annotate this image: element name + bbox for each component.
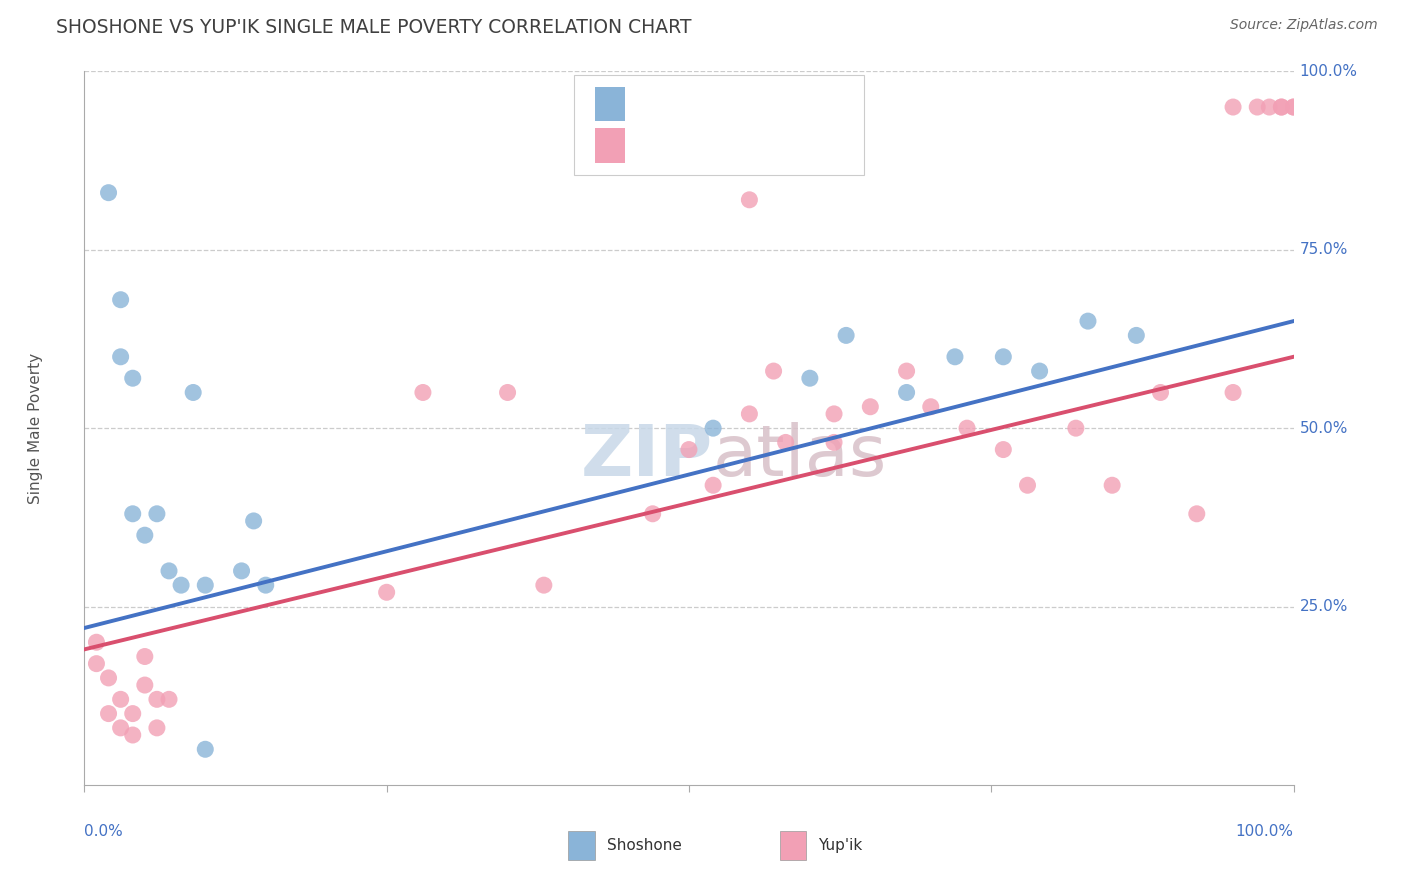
Point [1258, 100, 1281, 114]
Point [993, 350, 1015, 364]
Point [134, 528, 156, 542]
Point [943, 350, 966, 364]
Bar [568, 831, 595, 860]
Point [170, 578, 193, 592]
Point [678, 442, 700, 457]
Point [194, 578, 217, 592]
Point [1270, 100, 1292, 114]
Text: 100.0%: 100.0% [1236, 824, 1294, 839]
Point [97, 706, 120, 721]
Point [1282, 100, 1305, 114]
Point [1282, 100, 1305, 114]
Point [896, 385, 918, 400]
Text: Shoshone: Shoshone [607, 838, 682, 853]
Text: atlas: atlas [713, 422, 887, 491]
Point [1222, 385, 1244, 400]
Point [533, 578, 555, 592]
Text: N = 24: N = 24 [742, 95, 804, 113]
Bar [595, 128, 624, 162]
Point [1246, 100, 1268, 114]
Point [110, 721, 132, 735]
Point [1222, 100, 1244, 114]
Point [1077, 314, 1099, 328]
Point [146, 692, 169, 706]
Text: 75.0%: 75.0% [1299, 243, 1348, 257]
Text: 50.0%: 50.0% [1299, 421, 1348, 435]
Point [896, 364, 918, 378]
Text: R = 0.443: R = 0.443 [640, 95, 730, 113]
Point [181, 385, 204, 400]
Point [146, 721, 169, 735]
Bar [595, 87, 624, 121]
Point [86, 657, 108, 671]
Point [1125, 328, 1147, 343]
Point [231, 564, 253, 578]
Point [738, 407, 761, 421]
Text: 25.0%: 25.0% [1299, 599, 1348, 614]
Point [157, 692, 180, 706]
Point [1270, 100, 1292, 114]
Point [775, 435, 797, 450]
Point [121, 371, 143, 385]
Point [859, 400, 882, 414]
Point [97, 671, 120, 685]
Text: 0.0%: 0.0% [84, 824, 124, 839]
Bar [779, 831, 806, 860]
Point [1028, 364, 1050, 378]
Point [835, 328, 858, 343]
Point [823, 435, 845, 450]
Point [375, 585, 398, 599]
Point [97, 186, 120, 200]
Point [146, 507, 169, 521]
Point [1101, 478, 1123, 492]
Point [1064, 421, 1087, 435]
Point [86, 635, 108, 649]
Point [1185, 507, 1208, 521]
Text: ZIP: ZIP [581, 422, 713, 491]
Point [110, 293, 132, 307]
Text: 100.0%: 100.0% [1299, 64, 1358, 78]
Point [254, 578, 277, 592]
Text: Single Male Poverty: Single Male Poverty [28, 352, 44, 504]
Point [412, 385, 434, 400]
Point [993, 442, 1015, 457]
Point [1017, 478, 1039, 492]
Text: R = 0.524: R = 0.524 [640, 136, 730, 154]
Text: N = 44: N = 44 [742, 136, 804, 154]
Text: Source: ZipAtlas.com: Source: ZipAtlas.com [1230, 18, 1378, 32]
Text: Yup'ik: Yup'ik [818, 838, 862, 853]
Point [110, 692, 132, 706]
Point [121, 706, 143, 721]
Point [956, 421, 979, 435]
Point [702, 421, 724, 435]
Point [702, 478, 724, 492]
Point [134, 678, 156, 692]
Point [641, 507, 664, 521]
Point [157, 564, 180, 578]
Text: SHOSHONE VS YUP'IK SINGLE MALE POVERTY CORRELATION CHART: SHOSHONE VS YUP'IK SINGLE MALE POVERTY C… [56, 18, 692, 37]
Point [242, 514, 264, 528]
Point [799, 371, 821, 385]
Point [194, 742, 217, 756]
Point [920, 400, 942, 414]
Point [496, 385, 519, 400]
Point [823, 407, 845, 421]
Point [762, 364, 785, 378]
Point [110, 350, 132, 364]
Point [121, 728, 143, 742]
Point [121, 507, 143, 521]
Point [134, 649, 156, 664]
FancyBboxPatch shape [574, 75, 865, 175]
Point [738, 193, 761, 207]
Point [1149, 385, 1171, 400]
